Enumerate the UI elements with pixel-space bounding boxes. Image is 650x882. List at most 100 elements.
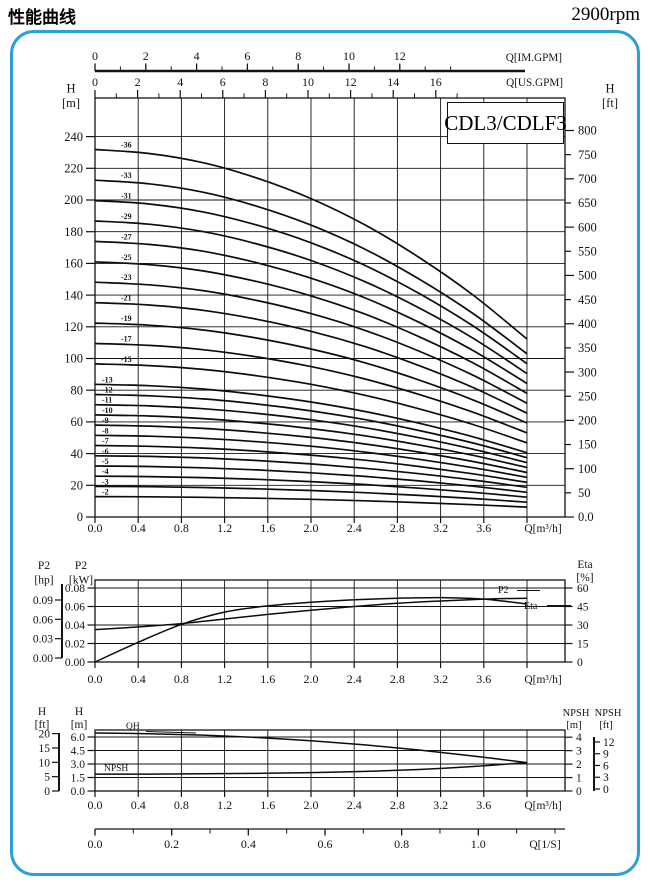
h-ft-tick-label: 150 <box>578 438 597 452</box>
h-ft-tick-label: 500 <box>578 269 597 283</box>
head-curve-15 <box>94 363 528 444</box>
h-ft-tick-label: 300 <box>578 365 597 379</box>
h-m-tick-label: 40 <box>71 447 84 461</box>
qh-curve <box>94 732 528 764</box>
h-m-axis-unit: [m] <box>71 719 88 731</box>
qh-curve-label: QH <box>126 722 140 732</box>
h-ft-axis-name: H <box>605 82 614 96</box>
h-ft-tick-label: 200 <box>578 414 597 428</box>
npsh-m-tick-label: 3 <box>576 746 582 758</box>
head-curve-21 <box>94 301 528 414</box>
curve-label-29: -29 <box>121 212 132 221</box>
x-tick-label: 3.6 <box>476 672 491 686</box>
lps-tick-label: 0.8 <box>394 837 409 851</box>
page-title: 性能曲线 <box>8 8 76 28</box>
h-ft-tick-label: 600 <box>578 220 597 234</box>
x-tick-label: 2.0 <box>304 672 319 686</box>
eta-curve <box>94 596 528 663</box>
head-curve-36 <box>94 148 528 340</box>
x-tick-label: 0.4 <box>131 798 146 812</box>
h-ft-tick-label: 350 <box>578 341 597 355</box>
npsh-m-tick-label: 1 <box>576 773 582 785</box>
lps-tick-label: 0.2 <box>164 837 179 851</box>
npsh-curve <box>94 761 528 775</box>
eta-tick-label: 45 <box>577 602 589 614</box>
h-m-tick-label: 240 <box>64 130 83 144</box>
h-m-tick-label: 100 <box>64 352 83 366</box>
rpm-label: 2900rpm <box>571 4 640 25</box>
us-gpm-axis-label: Q[US.GPM] <box>506 77 563 89</box>
h-ft-tick-label: 250 <box>578 389 597 403</box>
im-gpm-tick-label: 12 <box>394 49 406 63</box>
h-ft-tick-label: 750 <box>578 148 597 162</box>
x-tick-label: 1.6 <box>260 798 275 812</box>
curve-label-17: -17 <box>121 334 132 343</box>
eta-axis-name: Eta <box>577 559 592 571</box>
plot-border <box>94 729 566 792</box>
x-tick-label: 1.2 <box>217 521 232 535</box>
h-ft-tick-label: 800 <box>578 124 597 138</box>
npsh-ft-axis-name: NPSH <box>595 708 622 719</box>
head-curve-2 <box>94 495 528 508</box>
x-tick-label: 2.4 <box>347 672 362 686</box>
x-tick-label: 1.6 <box>260 672 275 686</box>
x-tick-label: 2.0 <box>304 521 319 535</box>
x-tick-label: 0.8 <box>174 672 189 686</box>
h-m-tick-label: 1.5 <box>71 773 86 785</box>
head-curve-29 <box>94 220 528 375</box>
head-curve-19 <box>94 322 528 424</box>
x-tick-label: 0.0 <box>88 672 103 686</box>
head-curve-31 <box>94 199 528 365</box>
h-m-tick-label: 80 <box>71 383 84 397</box>
head-curve-25 <box>94 260 528 395</box>
curve-label-4: -4 <box>102 467 109 476</box>
npsh-m-tick-label: 4 <box>576 732 582 744</box>
npsh-m-tick-label: 2 <box>576 759 582 771</box>
x-tick-label: 3.2 <box>433 521 448 535</box>
curve-label-36: -36 <box>121 141 132 150</box>
npsh-m-axis-unit: [m] <box>566 720 581 731</box>
h-ft-tick-label: 700 <box>578 172 597 186</box>
x-tick-label: 1.2 <box>217 672 232 686</box>
h-ft-axis-unit: [ft] <box>35 719 50 731</box>
curve-label-13: -13 <box>102 375 113 384</box>
lps-tick-label: 0.0 <box>88 837 103 851</box>
npsh-ft-tick-label: 3 <box>603 772 609 784</box>
eta-tick-label: 0 <box>577 657 583 669</box>
curve-label-10: -10 <box>102 406 113 415</box>
im-gpm-tick-label: 10 <box>343 49 355 63</box>
h-m-tick-label: 3.0 <box>71 759 86 771</box>
x-tick-label: 0.4 <box>131 521 146 535</box>
eta-tick-label: 30 <box>577 620 589 632</box>
x-tick-label: 0.8 <box>174 521 189 535</box>
p2-hp-tick-label: 0.03 <box>33 634 53 646</box>
lps-tick-label: 1.0 <box>471 837 486 851</box>
x-axis-label: Q[m³/h] <box>524 523 561 535</box>
lps-tick-label: 0.4 <box>241 837 256 851</box>
h-ft-tick-label: 100 <box>578 462 597 476</box>
x-tick-label: 2.4 <box>347 521 362 535</box>
lps-tick-label: 0.6 <box>317 837 332 851</box>
p2-kw-tick-label: 0.00 <box>65 657 85 669</box>
h-m-tick-label: 0.0 <box>71 786 86 798</box>
eta-axis-unit: [%] <box>576 572 593 584</box>
curve-label-19: -19 <box>121 314 132 323</box>
us-gpm-tick-label: 2 <box>135 75 141 89</box>
p2-hp-tick-label: 0.00 <box>33 653 53 665</box>
h-ft-tick-label: 550 <box>578 244 597 258</box>
eta-curve-label: Eta <box>524 601 538 612</box>
main-chart: 020406080100120140160180200220240H[m]0.0… <box>62 49 618 535</box>
p2-hp-tick-label: 0.06 <box>33 614 53 626</box>
p2-curve <box>94 597 528 631</box>
us-gpm-tick-label: 6 <box>220 75 226 89</box>
plot-border <box>94 579 566 663</box>
us-gpm-tick-label: 8 <box>262 75 268 89</box>
npsh-ft-axis-unit: [ft] <box>599 720 612 731</box>
plot-border <box>94 97 566 518</box>
x-tick-label: 3.2 <box>433 798 448 812</box>
x-tick-label: 3.6 <box>476 798 491 812</box>
curve-label-15: -15 <box>121 355 132 364</box>
model-label: CDL3/CDLF3 <box>444 102 567 144</box>
im-gpm-tick-label: 0 <box>92 49 98 63</box>
